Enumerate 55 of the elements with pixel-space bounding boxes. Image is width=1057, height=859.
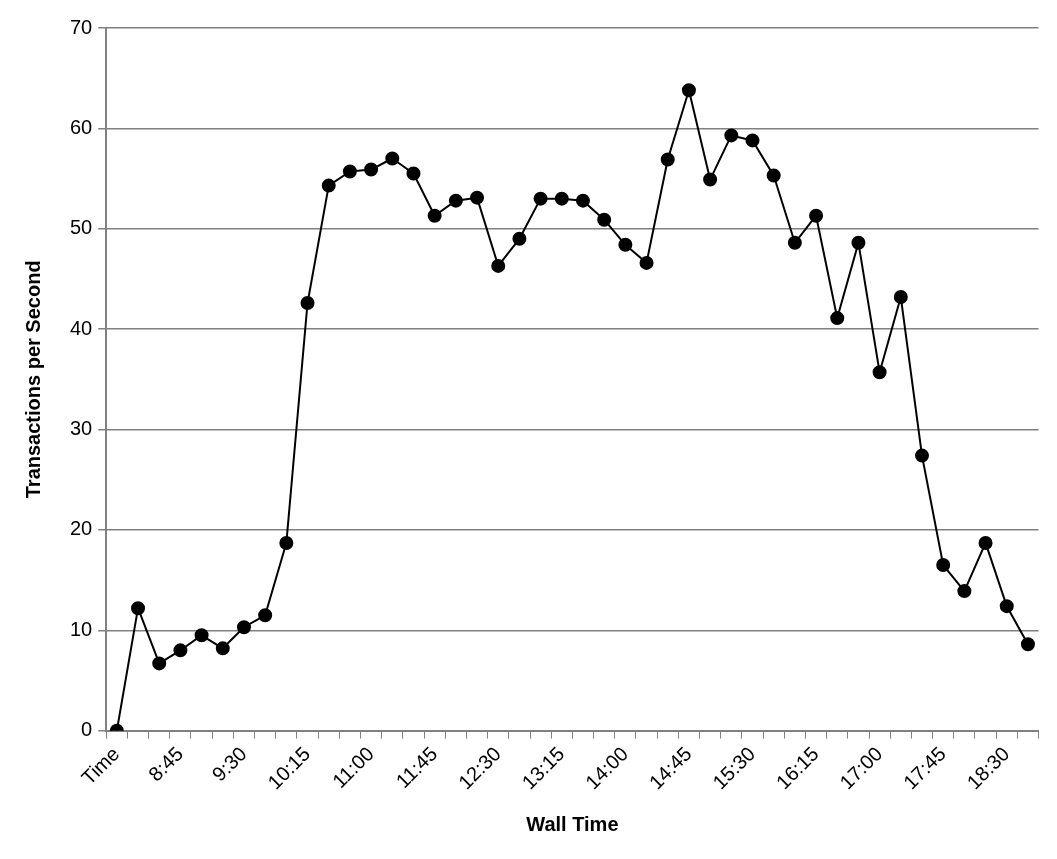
point (915, 448, 929, 463)
x-tick-label: Time (77, 742, 124, 789)
point (406, 166, 421, 181)
y-tick-label: 20 (70, 517, 93, 540)
point (258, 608, 273, 623)
point (660, 152, 675, 167)
point (279, 535, 294, 550)
point (470, 190, 485, 205)
point (893, 290, 908, 305)
point (554, 191, 569, 206)
point (385, 151, 400, 166)
y-tick-label: 10 (70, 617, 93, 640)
point (1020, 637, 1035, 652)
point (173, 643, 188, 658)
point (364, 162, 379, 177)
point (448, 193, 463, 208)
point (809, 208, 824, 223)
y-tick-label: 30 (70, 417, 93, 440)
point (978, 535, 993, 550)
y-axis-title: Transactions per Second (21, 260, 44, 499)
point (342, 164, 357, 179)
point (766, 168, 781, 183)
point (300, 296, 315, 311)
point (575, 193, 590, 208)
point (131, 601, 146, 616)
point (597, 212, 612, 227)
point (724, 128, 739, 143)
point (787, 235, 802, 250)
point (512, 231, 527, 246)
y-tick-label: 40 (70, 316, 93, 339)
point (745, 133, 760, 148)
x-axis-title: Wall Time (526, 812, 619, 835)
y-tick-label: 70 (70, 15, 93, 38)
point (957, 584, 972, 599)
point (851, 235, 866, 250)
point (639, 255, 654, 270)
y-tick-label: 0 (81, 718, 93, 741)
point (618, 237, 633, 252)
y-tick-label: 50 (70, 216, 93, 239)
point (830, 311, 845, 326)
point (872, 365, 887, 380)
point (533, 191, 548, 206)
point (321, 178, 336, 193)
point (936, 558, 951, 573)
point (999, 599, 1014, 614)
point (194, 628, 209, 643)
point (152, 656, 167, 671)
point (703, 172, 718, 187)
point (491, 258, 506, 273)
y-tick-label: 60 (70, 115, 93, 138)
point (236, 620, 251, 635)
point (427, 208, 442, 223)
point (215, 641, 230, 656)
x-tick-label: 9:30 (207, 742, 251, 786)
point (681, 83, 696, 98)
